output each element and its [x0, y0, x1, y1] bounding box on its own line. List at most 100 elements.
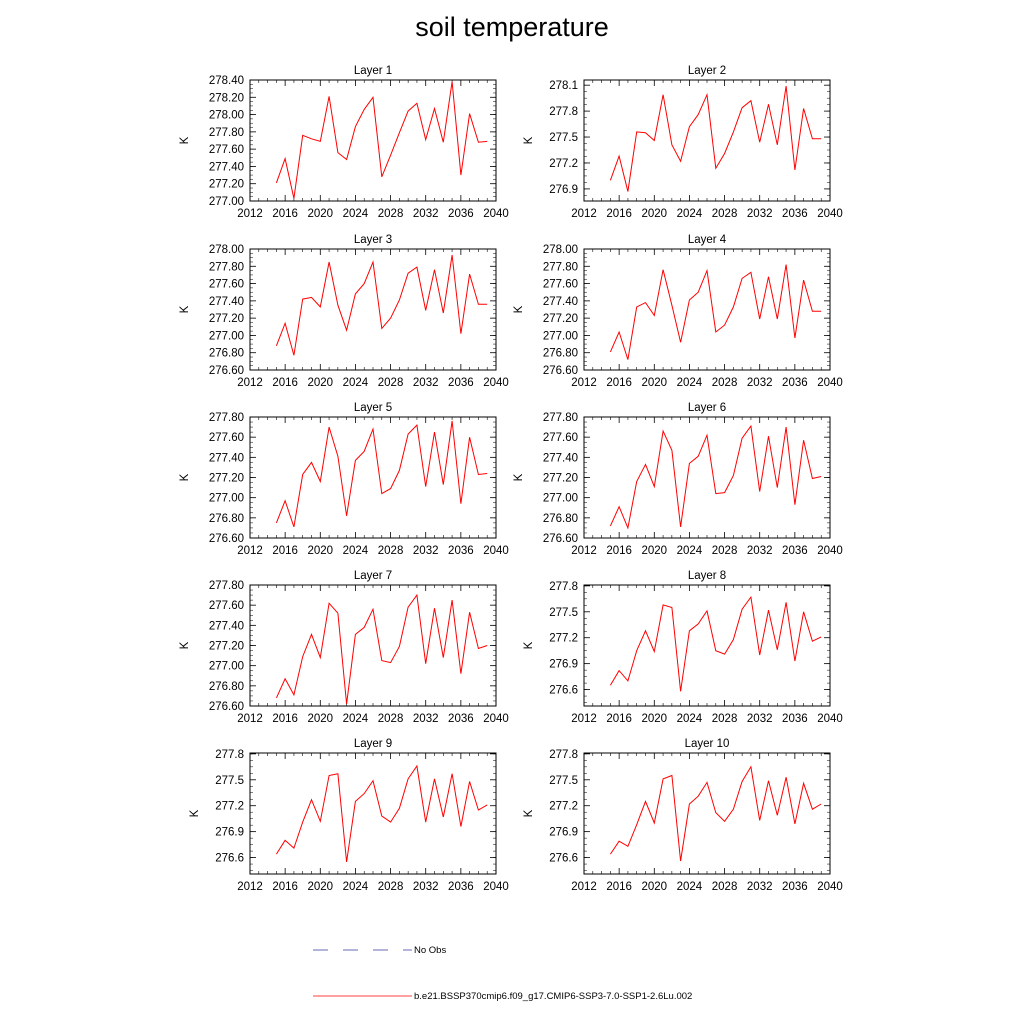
y-tick-label: 277.00 [209, 330, 244, 342]
y-axis-label: K [523, 136, 535, 144]
y-tick-label: 277.60 [543, 279, 578, 291]
series-line [275, 764, 488, 862]
y-tick-label: 277.2 [549, 633, 578, 645]
x-tick-label: 2024 [677, 208, 703, 220]
y-tick-label: 277.00 [209, 196, 244, 208]
x-tick-label: 2032 [747, 377, 773, 389]
y-tick-label: 276.80 [543, 348, 578, 360]
x-tick-label: 2028 [712, 208, 738, 220]
y-tick-label: 276.9 [215, 827, 244, 839]
chart-panel-10: Layer 10 2012 2016 2020 2024 2028 2032 2036 2040… [523, 738, 843, 893]
chart-panel-1: Layer 1 2012 2016 2020 2024 2028 2032 2036 2040 2… [179, 65, 509, 220]
y-tick-label: 277.5 [549, 132, 578, 144]
x-tick-label: 2032 [413, 713, 439, 725]
panel-title: Layer 5 [354, 402, 392, 414]
y-tick-label: 277.20 [209, 641, 244, 653]
series-line [609, 424, 822, 530]
y-tick-label: 278.20 [209, 92, 244, 104]
x-tick-label: 2028 [712, 377, 738, 389]
y-tick-label: 277.40 [543, 452, 578, 464]
chart-panel-7: Layer 7 2012 2016 2020 2024 2028 2032 2036 2040 2… [179, 570, 509, 725]
x-tick-label: 2012 [571, 377, 597, 389]
y-axis-label: K [179, 473, 191, 481]
x-tick-label: 2020 [307, 713, 333, 725]
y-tick-label: 277.40 [209, 161, 244, 173]
x-tick-label: 2032 [747, 881, 773, 893]
series-line [609, 765, 822, 862]
x-tick-label: 2040 [483, 208, 509, 220]
x-tick-label: 2032 [413, 545, 439, 557]
y-tick-label: 278.00 [209, 244, 244, 256]
x-tick-label: 2036 [782, 545, 808, 557]
x-tick-label: 2028 [378, 208, 404, 220]
x-tick-label: 2024 [343, 208, 369, 220]
y-tick-label: 277.20 [209, 473, 244, 485]
y-tick-label: 276.6 [549, 685, 578, 697]
y-tick-label: 277.80 [209, 580, 244, 592]
y-tick-label: 276.80 [543, 513, 578, 525]
y-tick-label: 277.5 [549, 607, 578, 619]
x-tick-label: 2020 [641, 377, 667, 389]
y-tick-label: 277.5 [215, 775, 244, 787]
x-tick-label: 2020 [307, 377, 333, 389]
panel-title: Layer 2 [688, 65, 726, 77]
x-tick-label: 2036 [782, 881, 808, 893]
x-tick-label: 2016 [606, 208, 632, 220]
x-tick-label: 2020 [641, 881, 667, 893]
x-tick-label: 2016 [272, 713, 298, 725]
panel-title: Layer 3 [354, 234, 392, 246]
y-tick-label: 277.80 [543, 412, 578, 424]
y-tick-label: 277.2 [549, 801, 578, 813]
y-tick-label: 277.8 [549, 749, 578, 761]
y-tick-label: 276.6 [549, 853, 578, 865]
x-tick-label: 2020 [641, 208, 667, 220]
x-tick-label: 2012 [237, 713, 263, 725]
series-line [275, 254, 488, 356]
x-tick-label: 2040 [483, 713, 509, 725]
x-tick-label: 2036 [448, 881, 474, 893]
y-tick-label: 277.20 [543, 473, 578, 485]
x-tick-label: 2012 [237, 377, 263, 389]
x-tick-label: 2028 [378, 545, 404, 557]
legend: No Obs b.e21.BSSP370cmip6.f09_g17.CMIP6-… [313, 945, 692, 1002]
x-tick-label: 2040 [483, 545, 509, 557]
series-line [275, 81, 488, 199]
y-axis-label: K [179, 305, 191, 313]
panel-title: Layer 4 [688, 234, 727, 246]
x-tick-label: 2020 [307, 208, 333, 220]
chart-panel-6: Layer 6 2012 2016 2020 2024 2028 2032 2036 2040 2… [513, 402, 843, 557]
x-tick-label: 2012 [237, 881, 263, 893]
y-axis-label: K [179, 136, 191, 144]
x-tick-label: 2036 [782, 713, 808, 725]
x-tick-label: 2040 [817, 377, 843, 389]
y-tick-label: 277.40 [209, 296, 244, 308]
panel-title: Layer 8 [688, 570, 726, 582]
x-tick-label: 2024 [677, 713, 703, 725]
series-line [609, 86, 822, 192]
x-tick-label: 2024 [343, 545, 369, 557]
y-tick-label: 277.2 [549, 158, 578, 170]
y-tick-label: 276.9 [549, 184, 578, 196]
series-line [609, 595, 822, 692]
x-tick-label: 2036 [448, 377, 474, 389]
x-tick-label: 2024 [677, 881, 703, 893]
y-tick-label: 277.60 [209, 144, 244, 156]
y-axis-label: K [513, 305, 525, 313]
plot-frame [249, 416, 497, 539]
x-tick-label: 2028 [712, 713, 738, 725]
x-tick-label: 2032 [747, 208, 773, 220]
y-tick-label: 277.60 [209, 279, 244, 291]
x-tick-label: 2040 [483, 881, 509, 893]
y-tick-label: 276.60 [209, 701, 244, 713]
x-tick-label: 2040 [817, 713, 843, 725]
y-axis-label: K [189, 809, 201, 817]
y-tick-label: 277.00 [209, 661, 244, 673]
x-tick-label: 2028 [378, 713, 404, 725]
x-tick-label: 2012 [571, 545, 597, 557]
plot-frame [583, 584, 831, 707]
x-tick-label: 2024 [343, 881, 369, 893]
y-tick-label: 276.60 [209, 365, 244, 377]
y-axis-label: K [179, 641, 191, 649]
y-tick-label: 277.60 [209, 432, 244, 444]
x-tick-label: 2024 [677, 377, 703, 389]
